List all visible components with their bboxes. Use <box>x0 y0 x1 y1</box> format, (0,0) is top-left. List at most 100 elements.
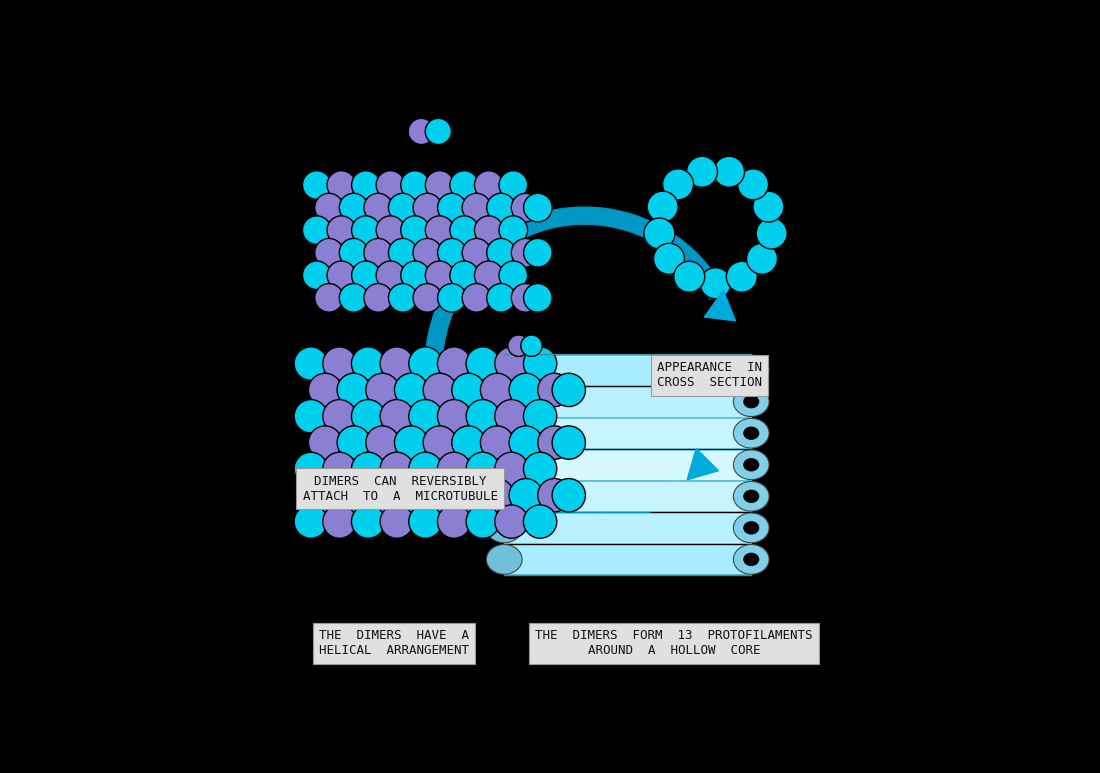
Circle shape <box>509 478 542 512</box>
Circle shape <box>726 261 757 292</box>
Circle shape <box>524 347 557 380</box>
Ellipse shape <box>744 458 759 472</box>
Circle shape <box>486 193 515 222</box>
Circle shape <box>747 243 778 274</box>
Circle shape <box>752 191 784 222</box>
Circle shape <box>409 452 442 485</box>
Circle shape <box>452 373 485 407</box>
Bar <box>504 482 751 511</box>
Ellipse shape <box>744 521 759 535</box>
Circle shape <box>481 373 514 407</box>
Circle shape <box>466 400 499 433</box>
Ellipse shape <box>734 356 769 385</box>
Circle shape <box>495 347 528 380</box>
Circle shape <box>400 216 429 244</box>
Circle shape <box>352 452 385 485</box>
Circle shape <box>315 193 343 222</box>
Circle shape <box>302 171 331 199</box>
Circle shape <box>499 171 528 199</box>
Circle shape <box>499 216 528 244</box>
Bar <box>504 386 751 417</box>
Bar <box>504 418 751 448</box>
Circle shape <box>364 284 393 312</box>
Circle shape <box>381 505 414 538</box>
Circle shape <box>388 238 417 267</box>
Circle shape <box>409 400 442 433</box>
Ellipse shape <box>486 513 522 543</box>
Circle shape <box>756 218 788 249</box>
Ellipse shape <box>734 482 769 511</box>
Ellipse shape <box>734 513 769 543</box>
Circle shape <box>424 373 456 407</box>
Circle shape <box>352 216 381 244</box>
Text: APPEARANCE  IN
CROSS  SECTION: APPEARANCE IN CROSS SECTION <box>657 362 762 390</box>
Circle shape <box>538 478 571 512</box>
Circle shape <box>486 238 515 267</box>
Ellipse shape <box>744 395 759 408</box>
Circle shape <box>366 478 399 512</box>
Circle shape <box>322 347 356 380</box>
Circle shape <box>409 347 442 380</box>
Circle shape <box>438 284 466 312</box>
Circle shape <box>381 347 414 380</box>
Circle shape <box>508 335 529 356</box>
Circle shape <box>647 191 678 222</box>
Circle shape <box>538 426 571 459</box>
Circle shape <box>376 216 405 244</box>
Circle shape <box>520 335 542 356</box>
Circle shape <box>388 193 417 222</box>
Circle shape <box>302 261 331 290</box>
Bar <box>504 356 751 385</box>
Circle shape <box>524 238 552 267</box>
Circle shape <box>474 171 503 199</box>
Circle shape <box>327 216 355 244</box>
Polygon shape <box>704 291 736 321</box>
Circle shape <box>294 452 328 485</box>
Circle shape <box>327 261 355 290</box>
Ellipse shape <box>486 386 522 417</box>
Ellipse shape <box>734 544 769 574</box>
Circle shape <box>426 261 454 290</box>
Circle shape <box>364 238 393 267</box>
Circle shape <box>337 373 371 407</box>
Circle shape <box>538 373 571 407</box>
Circle shape <box>395 373 428 407</box>
Circle shape <box>466 505 499 538</box>
Circle shape <box>462 284 491 312</box>
Circle shape <box>452 426 485 459</box>
Circle shape <box>524 505 557 538</box>
Ellipse shape <box>486 418 522 448</box>
Circle shape <box>481 478 514 512</box>
Circle shape <box>466 347 499 380</box>
Circle shape <box>294 400 328 433</box>
Circle shape <box>552 478 585 512</box>
Circle shape <box>450 216 478 244</box>
Circle shape <box>366 426 399 459</box>
Circle shape <box>495 400 528 433</box>
Circle shape <box>552 373 585 407</box>
Circle shape <box>322 452 356 485</box>
Circle shape <box>495 505 528 538</box>
Circle shape <box>462 193 491 222</box>
Circle shape <box>364 193 393 222</box>
Circle shape <box>352 171 381 199</box>
Circle shape <box>714 156 745 187</box>
Circle shape <box>438 452 471 485</box>
Circle shape <box>294 347 328 380</box>
Circle shape <box>412 193 441 222</box>
Circle shape <box>674 261 705 292</box>
Ellipse shape <box>486 450 522 479</box>
Circle shape <box>474 216 503 244</box>
Circle shape <box>366 373 399 407</box>
Circle shape <box>700 267 732 298</box>
Circle shape <box>450 171 478 199</box>
Circle shape <box>552 426 585 459</box>
Circle shape <box>409 505 442 538</box>
Circle shape <box>327 171 355 199</box>
Circle shape <box>524 452 557 485</box>
Circle shape <box>339 284 367 312</box>
Circle shape <box>388 284 417 312</box>
Circle shape <box>438 505 471 538</box>
Circle shape <box>302 216 331 244</box>
Text: DIMERS  CAN  REVERSIBLY
ATTACH  TO  A  MICROTUBULE: DIMERS CAN REVERSIBLY ATTACH TO A MICROT… <box>302 475 497 502</box>
